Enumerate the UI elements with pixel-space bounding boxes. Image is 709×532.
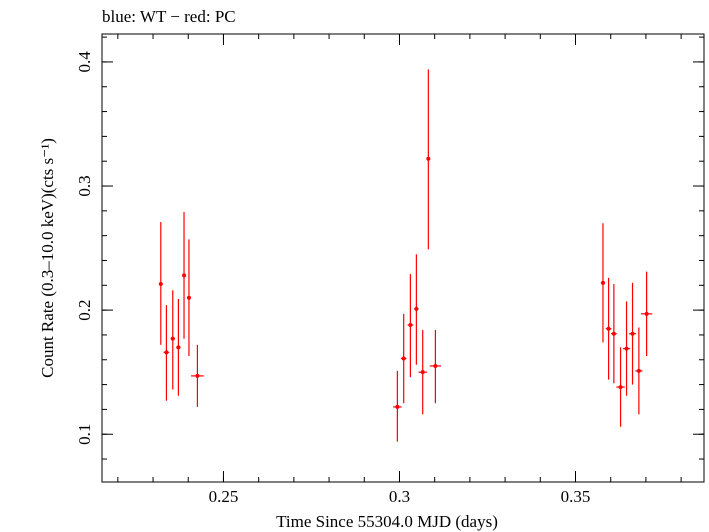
- data-point: [611, 284, 617, 384]
- point-marker: [158, 282, 163, 287]
- data-point: [182, 212, 187, 339]
- y-axis-label: Count Rate (0.3–10.0 keV)(cts s⁻¹): [38, 138, 57, 378]
- data-point: [429, 329, 442, 404]
- x-axis-label: Time Since 55304.0 MJD (days): [276, 512, 498, 531]
- x-tick-label: 0.3: [389, 487, 410, 506]
- data-point: [414, 254, 419, 365]
- point-marker: [600, 280, 605, 285]
- data-point: [191, 344, 204, 407]
- data-point: [629, 282, 637, 385]
- data-point: [418, 329, 427, 415]
- data-point: [400, 313, 407, 404]
- point-marker: [420, 370, 425, 375]
- y-tick-label: 0.4: [75, 51, 94, 73]
- data-point: [163, 305, 170, 401]
- data-series-pc: [158, 69, 653, 442]
- data-point: [623, 301, 631, 396]
- plot-frame: [101, 33, 705, 483]
- y-tick-label: 0.3: [75, 175, 94, 196]
- point-marker: [606, 326, 611, 331]
- point-marker: [433, 363, 438, 368]
- data-point: [158, 222, 163, 345]
- y-tick-label: 0.2: [75, 299, 94, 320]
- point-marker: [630, 331, 635, 336]
- x-tick-label: 0.25: [209, 487, 239, 506]
- point-marker: [414, 306, 419, 311]
- data-point: [635, 327, 643, 415]
- data-point: [407, 274, 414, 378]
- point-marker: [176, 345, 181, 350]
- point-marker: [195, 373, 200, 378]
- point-marker: [401, 356, 406, 361]
- data-point: [170, 290, 175, 390]
- data-point: [176, 298, 181, 396]
- point-marker: [618, 385, 623, 390]
- x-axis-ticks: 0.25 0.3 0.35: [117, 34, 682, 506]
- point-marker: [182, 273, 187, 278]
- point-marker: [395, 404, 400, 409]
- data-point: [426, 69, 431, 250]
- x-tick-label: 0.35: [561, 487, 591, 506]
- data-point: [605, 277, 612, 380]
- point-marker: [611, 331, 616, 336]
- y-tick-label: 0.1: [75, 424, 94, 445]
- point-marker: [186, 295, 191, 300]
- data-point: [393, 370, 402, 442]
- point-marker: [170, 336, 175, 341]
- point-marker: [624, 346, 629, 351]
- point-marker: [408, 323, 413, 328]
- data-point: [640, 271, 653, 357]
- point-marker: [426, 156, 431, 161]
- point-marker: [164, 350, 169, 355]
- chart-title: blue: WT − red: PC: [102, 7, 236, 26]
- y-axis-ticks: 0.1 0.2 0.3 0.4: [75, 36, 704, 460]
- point-marker: [644, 311, 649, 316]
- data-point: [600, 223, 606, 343]
- point-marker: [636, 368, 641, 373]
- data-point: [186, 239, 191, 357]
- data-point: [616, 347, 625, 427]
